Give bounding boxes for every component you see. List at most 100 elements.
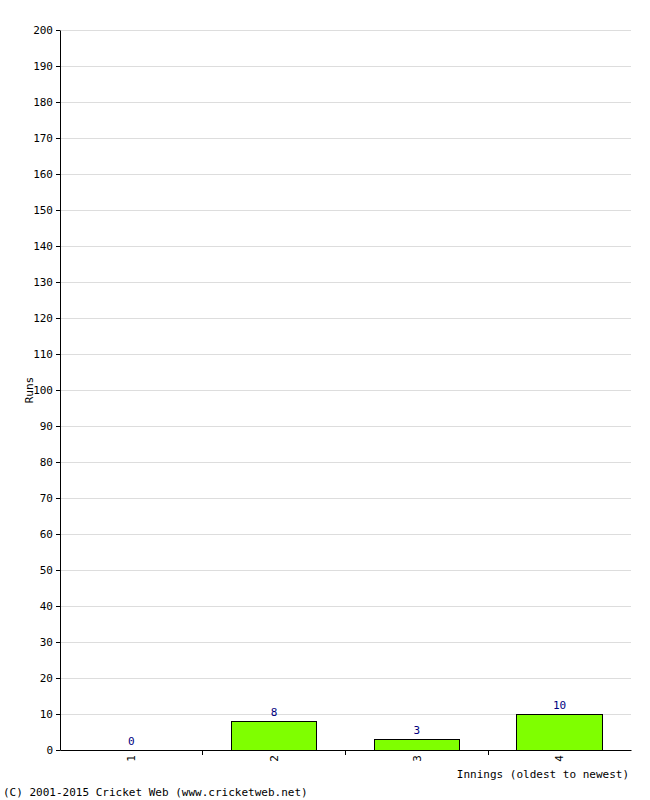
y-tick: 190 bbox=[33, 60, 60, 73]
chart: 0102030405060708090100110120130140150160… bbox=[0, 0, 650, 800]
y-tick: 180 bbox=[33, 96, 60, 109]
y-tick-label: 60 bbox=[40, 528, 53, 541]
y-tick-mark bbox=[56, 426, 60, 427]
y-tick: 50 bbox=[40, 564, 60, 577]
y-tick-mark bbox=[56, 462, 60, 463]
y-tick-label: 20 bbox=[40, 672, 53, 685]
y-tick-mark bbox=[56, 138, 60, 139]
grid bbox=[60, 30, 631, 750]
grid-line bbox=[60, 678, 631, 679]
y-tick-label: 190 bbox=[33, 60, 53, 73]
y-tick-label: 200 bbox=[33, 24, 53, 37]
y-tick-mark bbox=[56, 66, 60, 67]
bar bbox=[231, 721, 317, 750]
x-tick: 1 bbox=[125, 750, 138, 762]
grid-line bbox=[60, 138, 631, 139]
grid-line bbox=[60, 354, 631, 355]
y-tick: 60 bbox=[40, 528, 60, 541]
y-tick: 170 bbox=[33, 132, 60, 145]
y-tick: 30 bbox=[40, 636, 60, 649]
x-tick-label: 3 bbox=[411, 755, 424, 762]
y-tick-mark bbox=[56, 570, 60, 571]
grid-line bbox=[60, 282, 631, 283]
y-axis: 0 10 20 30 40 50 60 70 80 90 100 110 120 130 140 150 160… bbox=[33, 24, 60, 757]
y-tick-label: 0 bbox=[46, 744, 53, 757]
y-tick-label: 70 bbox=[40, 492, 53, 505]
x-axis-line bbox=[61, 750, 632, 751]
bar bbox=[517, 714, 603, 750]
y-tick: 90 bbox=[40, 420, 60, 433]
y-tick-mark bbox=[56, 750, 60, 751]
y-tick-mark bbox=[56, 390, 60, 391]
y-tick-mark bbox=[56, 246, 60, 247]
y-tick-label: 10 bbox=[40, 708, 53, 721]
y-tick-mark bbox=[56, 642, 60, 643]
grid-line bbox=[60, 426, 631, 427]
y-axis-title: Runs bbox=[23, 377, 36, 404]
x-tick-label: 1 bbox=[125, 755, 138, 762]
data-label: 3 bbox=[414, 724, 421, 737]
x-tick: 2 bbox=[268, 750, 281, 762]
y-tick-mark bbox=[56, 354, 60, 355]
y-tick-label: 30 bbox=[40, 636, 53, 649]
grid-line bbox=[60, 390, 631, 391]
grid-line bbox=[60, 318, 631, 319]
data-label: 8 bbox=[271, 706, 278, 719]
y-tick-mark bbox=[56, 606, 60, 607]
y-tick: 130 bbox=[33, 276, 60, 289]
y-tick-mark bbox=[56, 714, 60, 715]
footer: (C) 2001-2015 Cricket Web (www.cricketwe… bbox=[3, 786, 308, 799]
y-tick-mark bbox=[56, 174, 60, 175]
y-tick: 10 bbox=[40, 708, 60, 721]
bar bbox=[89, 750, 175, 751]
grid-line bbox=[60, 462, 631, 463]
y-tick-mark bbox=[56, 678, 60, 679]
y-tick-label: 170 bbox=[33, 132, 53, 145]
data-label: 10 bbox=[553, 699, 566, 712]
data-labels: 0 8 3 10 bbox=[128, 699, 566, 748]
y-tick-label: 140 bbox=[33, 240, 53, 253]
x-tick: 3 bbox=[411, 750, 424, 762]
y-tick: 20 bbox=[40, 672, 60, 685]
y-tick-mark bbox=[56, 282, 60, 283]
x-tick-label: 2 bbox=[268, 755, 281, 762]
y-axis-line bbox=[60, 31, 61, 751]
y-tick-label: 150 bbox=[33, 204, 53, 217]
x-axis: 1234 bbox=[61, 750, 632, 762]
y-tick: 80 bbox=[40, 456, 60, 469]
bar bbox=[374, 739, 460, 750]
y-tick-mark bbox=[56, 210, 60, 211]
y-tick-label: 40 bbox=[40, 600, 53, 613]
y-tick-label: 110 bbox=[33, 348, 53, 361]
y-tick-mark bbox=[56, 102, 60, 103]
grid-line bbox=[60, 210, 631, 211]
grid-line bbox=[60, 570, 631, 571]
y-tick-label: 80 bbox=[40, 456, 53, 469]
y-tick: 120 bbox=[33, 312, 60, 325]
grid-line bbox=[60, 642, 631, 643]
y-tick: 200 bbox=[33, 24, 60, 37]
y-tick-label: 90 bbox=[40, 420, 53, 433]
grid-line bbox=[60, 534, 631, 535]
y-tick: 110 bbox=[33, 348, 60, 361]
y-tick: 160 bbox=[33, 168, 60, 181]
grid-line bbox=[60, 102, 631, 103]
y-tick-mark bbox=[56, 30, 60, 31]
y-tick-mark bbox=[56, 498, 60, 499]
y-tick: 150 bbox=[33, 204, 60, 217]
x-axis-title: Innings (oldest to newest) bbox=[457, 768, 629, 781]
y-tick: 70 bbox=[40, 492, 60, 505]
y-tick-label: 130 bbox=[33, 276, 53, 289]
grid-line bbox=[60, 30, 631, 31]
grid-line bbox=[60, 246, 631, 247]
y-tick: 40 bbox=[40, 600, 60, 613]
y-tick-label: 50 bbox=[40, 564, 53, 577]
grid-line bbox=[60, 66, 631, 67]
y-tick-label: 100 bbox=[33, 384, 53, 397]
y-tick-mark bbox=[56, 318, 60, 319]
y-tick-label: 120 bbox=[33, 312, 53, 325]
bars bbox=[231, 714, 602, 750]
y-tick-mark bbox=[56, 534, 60, 535]
grid-line bbox=[60, 606, 631, 607]
data-label: 0 bbox=[128, 735, 135, 748]
